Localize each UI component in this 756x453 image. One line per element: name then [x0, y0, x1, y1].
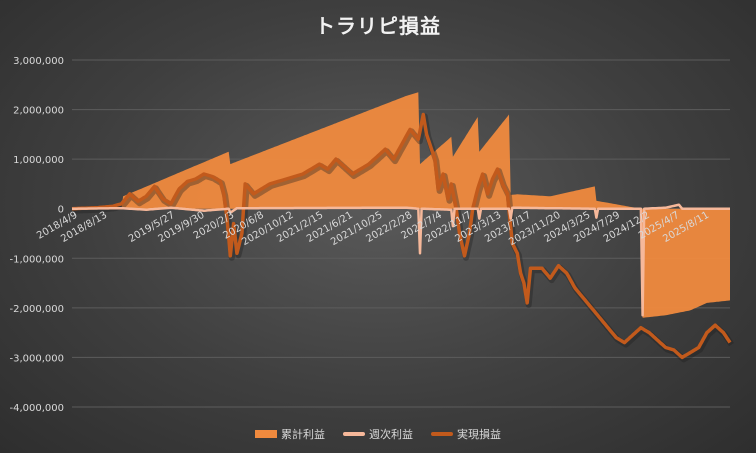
legend-label-weekly: 週次利益	[369, 428, 413, 441]
y-tick-label: -3,000,000	[9, 353, 64, 364]
y-tick-label: 0	[58, 205, 64, 216]
y-tick-label: -2,000,000	[9, 304, 64, 315]
legend-swatch-cumulative	[255, 430, 277, 438]
chart-title: トラリピ損益	[315, 14, 441, 38]
legend-swatch-realized	[431, 432, 453, 436]
series-line-realized	[71, 112, 732, 360]
y-tick-label: 3,000,000	[13, 56, 64, 67]
y-axis-labels: 3,000,000 2,000,000 1,000,000 0 -1,000,000 -2…	[9, 56, 64, 414]
y-tick-label: 2,000,000	[13, 106, 64, 117]
y-tick-label: -4,000,000	[9, 403, 64, 414]
legend-item-realized: 実現損益	[431, 426, 501, 442]
legend-item-weekly: 週次利益	[343, 426, 413, 442]
legend-label-realized: 実現損益	[457, 428, 501, 441]
series-layer	[71, 92, 735, 363]
series-line-weekly	[72, 203, 730, 317]
y-tick-label: 1,000,000	[13, 155, 64, 166]
legend: 累計利益 週次利益 実現損益	[0, 426, 756, 442]
legend-item-cumulative: 累計利益	[255, 426, 325, 442]
y-tick-label: -1,000,000	[9, 254, 64, 265]
legend-label-cumulative: 累計利益	[281, 428, 325, 441]
legend-swatch-weekly	[343, 432, 365, 436]
series-area-cumulative	[72, 92, 730, 318]
